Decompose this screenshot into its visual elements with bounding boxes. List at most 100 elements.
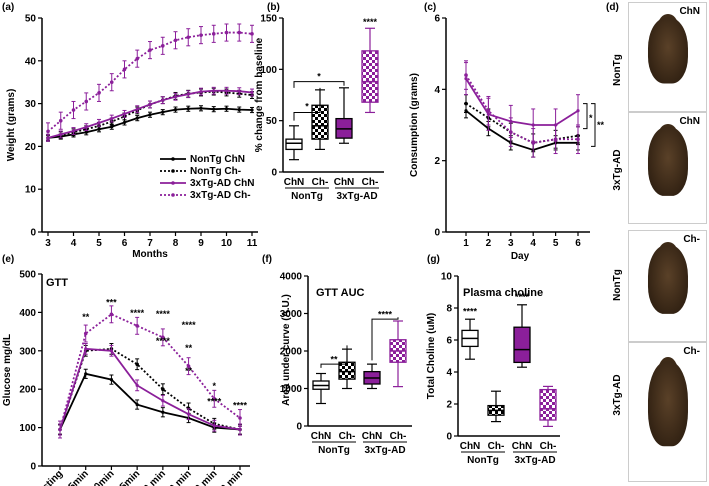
photo-tag: Ch- [683,234,700,245]
a-data-point [59,132,63,137]
c-x-tick-label: 2 [486,238,492,249]
c-data-point [531,141,535,145]
a-data-point [122,67,127,72]
g-box [539,388,557,421]
a-data-point [186,35,191,40]
e-sig-label: ** [185,343,193,353]
a-data-point [97,121,101,125]
b-sig-label: * [317,72,321,82]
a-y-tick-label: 30 [25,99,37,110]
e-x-tick-label: Fasting [32,468,65,486]
b-sig-bracket [293,81,345,88]
f-y-axis-title: Area under curve (A.U.) [281,294,292,406]
g-x-tick-label: ChN [512,441,533,452]
a-series-line [47,90,253,139]
c-y-tick-label: 6 [434,14,440,25]
mouse-body [647,360,688,447]
a-legend-marker [171,169,175,173]
panel-label-g: (g) [427,254,440,265]
e-series-line [59,313,241,430]
c-sig-label: ** [597,120,605,130]
e-data-point [109,349,114,353]
photo-tag: Ch- [683,346,700,357]
a-data-point [250,108,254,112]
a-data-point [173,107,178,112]
e-data-point [161,387,165,392]
e-data-point [84,347,88,351]
f-group-label: NonTg [318,445,350,456]
c-sig-bracket [583,103,588,130]
b-y-axis-title: % change from baseline [254,37,265,152]
a-data-point [135,116,139,120]
a-y-tick-label: 0 [30,228,36,239]
a-legend-label: 3xTg-AD Ch- [190,190,251,201]
chart-f: 0 1000 2000 3000 4000 ChN Ch- ChN Ch- NonTg 3xTg-A… [280,272,412,456]
f-y-tick-label: 0 [296,422,302,433]
e-y-tick-label: 400 [19,308,36,319]
e-data-point [186,412,191,416]
e-data-point [109,312,114,317]
a-data-point [135,107,139,111]
a-legend-label: NonTg ChN [190,154,245,165]
a-data-point [110,125,114,129]
a-data-point [173,95,178,99]
e-y-tick-label: 300 [19,346,36,357]
panel-label-e: (e) [2,254,14,265]
c-series-line [465,74,578,144]
e-data-point [212,424,216,428]
g-y-tick-label: 8 [446,304,452,315]
g-title: Plasma choline [463,287,543,299]
a-x-tick-label: 9 [198,238,204,249]
g-group-label: 3xTg-AD [514,455,555,466]
b-x-tick-label: Ch- [362,177,379,188]
e-data-point [135,362,139,367]
e-sig-label: ** [185,366,193,376]
e-sig-label: ** [82,312,90,322]
e-data-point [161,410,165,414]
e-title: GTT [46,277,68,289]
b-sig-label: * [305,101,309,111]
b-y-tick-label: 50 [266,116,278,127]
e-sig-label: *** [106,297,117,307]
e-data-point [58,427,62,432]
e-data-point [161,335,165,340]
e-data-point [238,416,242,420]
f-x-tick-label: ChN [311,431,332,442]
a-data-point [212,107,216,111]
e-series-line [59,347,241,431]
e-data-point [135,324,139,328]
mouse-body [647,245,688,314]
a-data-point [135,56,140,61]
e-data-point [186,364,191,368]
b-box [361,50,379,103]
f-x-tick-label: ChN [362,431,383,442]
a-y-tick-label: 20 [25,142,37,153]
photo-tag: ChN [679,116,700,127]
e-data-point [135,383,139,387]
f-y-tick-label: 3000 [280,309,303,320]
c-data-point [576,137,580,142]
a-data-point [161,98,165,102]
a-data-point [110,116,114,121]
c-data-point [531,123,535,127]
a-legend-marker [171,181,175,185]
g-y-tick-label: 2 [446,400,452,411]
f-box [338,361,356,380]
c-data-point [464,101,468,106]
a-x-tick-label: 10 [221,238,233,249]
a-data-point [237,30,242,35]
e-y-tick-label: 0 [30,462,36,473]
a-data-point [211,32,216,36]
a-data-point [212,89,216,93]
c-data-point [486,108,491,113]
a-y-tick-label: 40 [25,56,37,67]
panel-label-f: (f) [262,254,272,265]
g-y-axis-title: Total Choline (uM) [426,313,437,399]
mouse-photo-nontg-ch: Ch- [628,230,707,342]
e-data-point [238,427,242,432]
a-data-point [173,38,178,43]
a-x-tick-label: 11 [247,238,258,249]
c-x-tick-label: 4 [530,238,536,249]
b-box [285,138,303,151]
a-data-point [186,92,190,96]
